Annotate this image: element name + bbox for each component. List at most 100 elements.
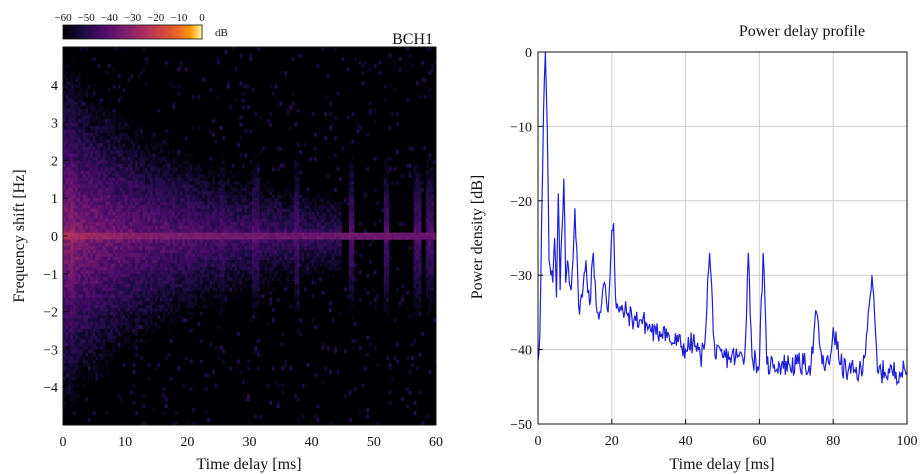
heatmap-cell <box>77 191 81 196</box>
heatmap-cell <box>199 187 203 192</box>
heatmap-cell <box>92 150 96 154</box>
heatmap-cell <box>157 290 161 295</box>
heatmap-cell <box>125 297 128 302</box>
heatmap-cell <box>95 187 99 192</box>
heatmap-cell <box>271 318 275 323</box>
heatmap-cell <box>199 270 203 275</box>
heatmap-cell <box>135 328 138 333</box>
heatmap-cell <box>276 229 280 233</box>
heatmap-cell <box>294 211 298 216</box>
heatmap-cell <box>130 194 133 199</box>
heatmap-cell <box>70 136 74 141</box>
heatmap-cell <box>67 242 71 247</box>
heatmap-cell <box>107 260 111 264</box>
heatmap-cell <box>147 236 151 240</box>
heatmap-cell <box>167 208 171 213</box>
heatmap-cell <box>117 156 121 161</box>
heatmap-cell <box>174 174 178 178</box>
heatmap-cell <box>182 222 186 226</box>
heatmap-cell <box>259 194 263 199</box>
heatmap-cell <box>140 290 143 295</box>
heatmap-cell <box>222 167 225 172</box>
heatmap-cell <box>117 394 121 398</box>
heatmap-cell <box>70 297 74 302</box>
heatmap-cell <box>82 129 86 134</box>
heatmap-cell <box>237 253 240 257</box>
heatmap-cell <box>87 308 91 312</box>
heatmap-cell <box>214 191 218 196</box>
heatmap-cell <box>135 290 138 295</box>
heatmap-cell <box>125 143 128 147</box>
heatmap-cell <box>244 284 248 288</box>
heatmap-cell <box>229 105 233 110</box>
heatmap-cell <box>294 308 298 312</box>
heatmap-cell <box>85 191 89 196</box>
heatmap-cell <box>120 301 123 306</box>
heatmap-cell <box>192 273 196 278</box>
heatmap-cell <box>63 304 66 309</box>
heatmap-cell <box>72 383 76 388</box>
heatmap-cell <box>155 308 158 312</box>
heatmap-cell <box>100 174 104 178</box>
heatmap-cell <box>179 277 183 281</box>
heatmap-cell <box>289 270 293 275</box>
heatmap-cell <box>142 191 146 196</box>
heatmap-cell <box>209 198 213 202</box>
heatmap-cell <box>140 122 143 127</box>
heatmap-cell <box>82 332 86 336</box>
heatmap-cell <box>147 177 151 182</box>
heatmap-cell <box>92 301 96 306</box>
heatmap-cell <box>92 181 96 185</box>
heatmap-cell <box>214 232 218 237</box>
heatmap-cell <box>256 249 260 254</box>
heatmap-cell <box>182 280 186 285</box>
heatmap-cell <box>97 328 101 333</box>
heatmap-cell <box>147 208 151 213</box>
heatmap-cell <box>110 174 114 178</box>
heatmap-cell <box>192 301 196 306</box>
heatmap-cell <box>152 308 156 312</box>
heatmap-cell <box>92 163 96 168</box>
heatmap-cell <box>179 266 183 271</box>
heatmap-cell <box>147 232 151 237</box>
heatmap-cell <box>187 187 191 192</box>
heatmap-cell <box>179 194 183 199</box>
heatmap-cell <box>212 266 215 271</box>
heatmap-cell <box>85 170 89 175</box>
heatmap-cell <box>254 318 258 323</box>
heatmap-cell <box>167 229 171 233</box>
heatmap-cell <box>97 256 101 261</box>
heatmap-cell <box>82 167 86 172</box>
heatmap-cell <box>115 150 119 154</box>
heatmap-cell <box>159 308 163 312</box>
heatmap-cell <box>251 218 255 223</box>
heatmap-cell <box>187 249 191 254</box>
heatmap-cell <box>65 156 69 161</box>
heatmap-cell <box>65 215 69 220</box>
heatmap-cell <box>122 256 126 261</box>
heatmap-cell <box>227 284 230 288</box>
heatmap-cell <box>95 273 99 278</box>
heatmap-cell <box>294 222 298 226</box>
heatmap-cell <box>227 280 230 285</box>
heatmap-cell <box>125 232 128 237</box>
heatmap-cell <box>110 136 114 141</box>
heatmap-cell <box>157 301 161 306</box>
heatmap-cell <box>291 101 295 106</box>
heatmap-cell <box>174 160 178 165</box>
heatmap-cell <box>142 246 146 251</box>
heatmap-cell <box>159 236 163 240</box>
heatmap-cell <box>90 304 94 309</box>
heatmap-cell <box>224 170 228 175</box>
heatmap-cell <box>137 301 141 306</box>
heatmap-cell <box>281 246 285 251</box>
heatmap-cell <box>152 229 156 233</box>
heatmap-cell <box>65 290 69 295</box>
heatmap-cell <box>264 246 268 251</box>
heatmap-cell <box>174 153 178 158</box>
heatmap-cell <box>67 363 71 367</box>
heatmap-cell <box>102 332 106 336</box>
heatmap-cell <box>105 332 109 336</box>
heatmap-cell <box>259 246 263 251</box>
heatmap-cell <box>82 146 86 151</box>
